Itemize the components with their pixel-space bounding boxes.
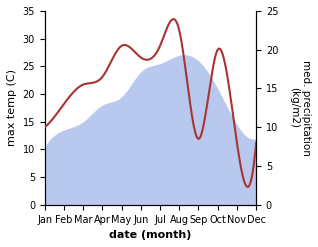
X-axis label: date (month): date (month) [109, 230, 192, 240]
Y-axis label: med. precipitation
(kg/m2): med. precipitation (kg/m2) [289, 60, 311, 156]
Y-axis label: max temp (C): max temp (C) [7, 69, 17, 146]
